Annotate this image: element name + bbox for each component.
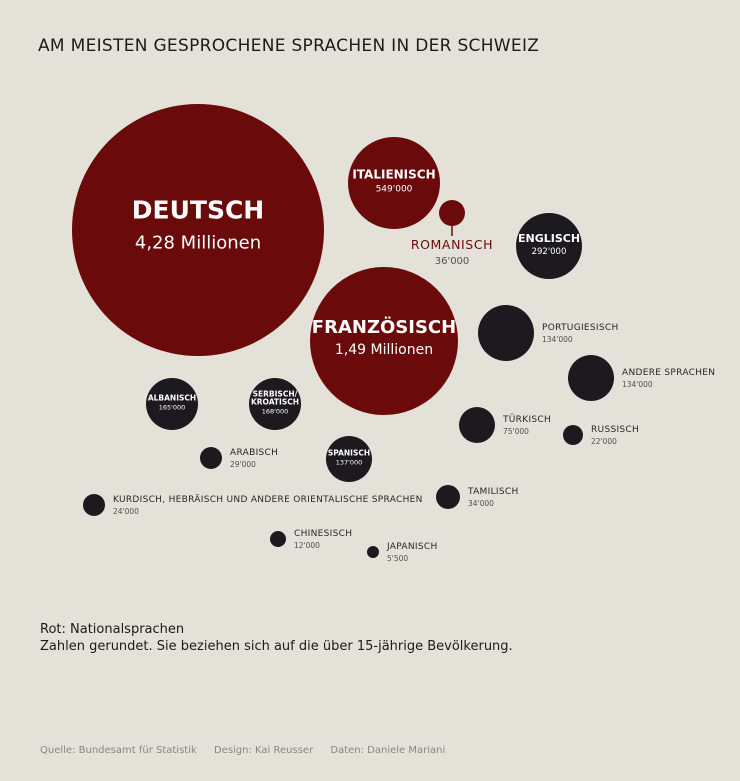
bubble-value-franzoesisch: 1,49 Millionen <box>335 342 433 358</box>
bubble-value-deutsch: 4,28 Millionen <box>135 233 261 254</box>
bubble-tamilisch <box>436 485 460 509</box>
bubble-label-franzoesisch: FRANZÖSISCH <box>312 316 456 338</box>
bubble-label-serbisch-kroatisch-1: SERBISCH/ <box>253 390 298 399</box>
bubble-spanisch <box>326 436 372 482</box>
bubble-label-serbisch-kroatisch-2: KROATISCH <box>251 398 299 407</box>
bubble-value-andere-sprachen: 134'000 <box>622 380 653 389</box>
bubble-japanisch <box>367 546 379 558</box>
bubble-value-italienisch: 549'000 <box>376 184 413 194</box>
bubble-value-japanisch: 5'500 <box>387 554 408 563</box>
bubble-value-arabisch: 29'000 <box>230 460 256 469</box>
bubble-label-deutsch: DEUTSCH <box>132 196 264 225</box>
bubble-value-romanisch: 36'000 <box>435 256 470 267</box>
bubble-romanisch <box>439 200 465 226</box>
bubble-label-portugiesisch: PORTUGIESISCH <box>542 323 619 333</box>
bubble-value-portugiesisch: 134'000 <box>542 335 573 344</box>
data-credit: Daten: Daniele Mariani <box>330 745 446 756</box>
bubble-value-serbisch-kroatisch: 168'000 <box>262 408 289 416</box>
bubble-serbisch-kroatisch <box>249 378 301 430</box>
bubble-kurdisch-hebraeisch-und-andere-orientalische-sprachen <box>83 494 105 516</box>
bubble-value-albanisch: 165'000 <box>159 404 186 412</box>
bubble-label-russisch: RUSSISCH <box>591 425 639 435</box>
bubble-tuerkisch <box>459 407 495 443</box>
bubble-portugiesisch <box>478 305 534 361</box>
bubble-albanisch <box>146 378 198 430</box>
bubble-value-spanisch: 137'000 <box>336 459 363 467</box>
bubble-label-romanisch: ROMANISCH <box>411 237 493 252</box>
bubble-value-tamilisch: 34'000 <box>468 499 494 508</box>
bubble-value-tuerkisch: 75'000 <box>503 427 529 436</box>
bubble-label-albanisch: ALBANISCH <box>148 394 196 403</box>
bubble-label-arabisch: ARABISCH <box>230 448 278 458</box>
bubble-italienisch <box>348 137 440 229</box>
bubble-label-spanisch: SPANISCH <box>328 449 370 458</box>
source-credit: Quelle: Bundesamt für Statistik <box>40 745 197 756</box>
bubble-label-italienisch: ITALIENISCH <box>352 167 435 181</box>
bubble-label-englisch: ENGLISCH <box>518 232 580 245</box>
bubble-value-russisch: 22'000 <box>591 437 617 446</box>
bubble-label-tuerkisch: TÜRKISCH <box>502 414 551 425</box>
bubble-englisch <box>516 213 582 279</box>
bubble-franzoesisch <box>310 267 458 415</box>
bubble-value-chinesisch: 12'000 <box>294 541 320 550</box>
bubble-value-kurdisch-hebraeisch-und-andere-orientalische-sprachen: 24'000 <box>113 507 139 516</box>
bubble-label-tamilisch: TAMILISCH <box>467 487 519 497</box>
bubble-label-chinesisch: CHINESISCH <box>294 529 352 539</box>
chart-title: AM MEISTEN GESPROCHENE SPRACHEN IN DER S… <box>38 36 540 56</box>
credits: Quelle: Bundesamt für Statistik Design: … <box>40 745 459 756</box>
bubble-chinesisch <box>270 531 286 547</box>
bubble-label-japanisch: JAPANISCH <box>386 542 438 552</box>
legend-note: Rot: Nationalsprachen <box>40 622 185 637</box>
bubble-deutsch <box>72 104 324 356</box>
bubble-arabisch <box>200 447 222 469</box>
bubble-label-andere-sprachen: ANDERE SPRACHEN <box>622 368 715 378</box>
rounding-note: Zahlen gerundet. Sie beziehen sich auf d… <box>40 639 513 654</box>
bubble-russisch <box>563 425 583 445</box>
bubble-label-kurdisch-hebraeisch-und-andere-orientalische-sprachen: KURDISCH, HEBRÄISCH UND ANDERE ORIENTALI… <box>113 494 423 505</box>
bubble-andere-sprachen <box>568 355 614 401</box>
design-credit: Design: Kai Reusser <box>213 745 314 756</box>
bubble-value-englisch: 292'000 <box>532 247 567 257</box>
